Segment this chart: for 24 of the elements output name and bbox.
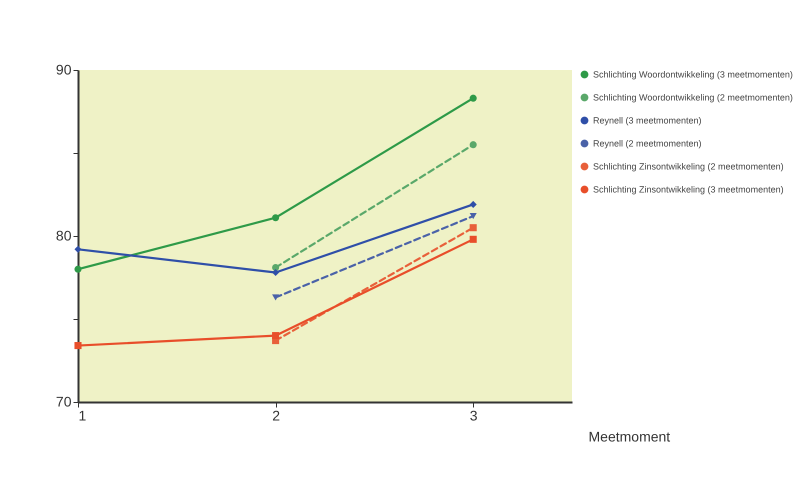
legend-label: Reynell (3 meetmomenten) <box>593 116 702 126</box>
legend-label: Reynell (2 meetmomenten) <box>593 138 702 148</box>
point <box>272 332 280 340</box>
y-tick-label: 70 <box>56 394 72 410</box>
x-tick-label: 2 <box>272 408 280 424</box>
point <box>74 266 82 273</box>
legend-label: Schlichting Woordontwikkeling (2 meetmomenten) <box>593 92 793 102</box>
point <box>272 214 280 222</box>
y-tick-label: 90 <box>56 62 72 78</box>
point <box>470 94 477 102</box>
point <box>470 236 477 243</box>
legend-label: Schlichting Woordontwikkeling (3 meetmomenten) <box>593 70 793 80</box>
point <box>470 141 477 148</box>
y-tick-label: 80 <box>56 228 72 244</box>
x-axis-title: Meetmoment <box>588 428 670 444</box>
point <box>470 224 477 232</box>
x-tick-label: 3 <box>470 408 478 424</box>
x-tick-label: 1 <box>78 408 86 424</box>
legend-label: Schlichting Zinsontwikkeling (3 meetmomenten) <box>593 184 784 194</box>
point <box>470 200 477 208</box>
point <box>74 342 82 350</box>
point <box>272 268 280 276</box>
legend-label: Schlichting Zinsontwikkeling (2 meetmomenten) <box>593 162 784 172</box>
point <box>74 246 82 253</box>
